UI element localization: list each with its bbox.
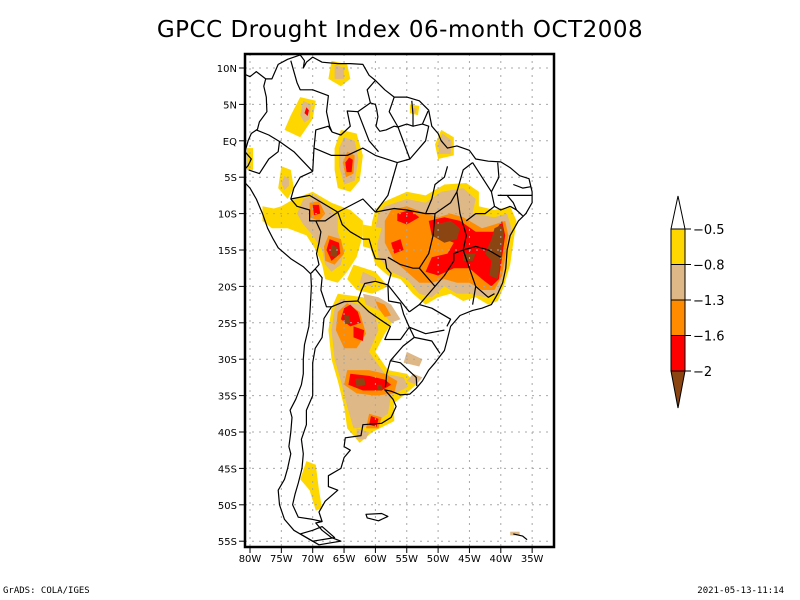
- lon-tick-label: 50W: [427, 554, 450, 565]
- colorbar-top-arrow: [671, 196, 685, 229]
- lon-tick-label: 80W: [239, 554, 262, 565]
- colorbar-segment: [671, 336, 685, 372]
- colorbar-label: −1.6: [693, 330, 725, 345]
- lon-tick-label: 55W: [395, 554, 418, 565]
- lon-tick-label: 60W: [364, 554, 387, 565]
- colorbar-segment: [671, 265, 685, 301]
- timestamp: 2021-05-13-11:14: [697, 586, 784, 596]
- lat-tick-label: 10S: [218, 210, 237, 221]
- lon-tick-label: 45W: [458, 554, 481, 565]
- lat-tick-label: 55S: [218, 537, 237, 548]
- lat-tick-label: 5N: [223, 100, 237, 111]
- lat-tick-label: 45S: [218, 464, 237, 475]
- lon-tick-label: 35W: [521, 554, 544, 565]
- lon-tick-label: 40W: [489, 554, 512, 565]
- lat-tick-label: 35S: [218, 392, 237, 403]
- colorbar-label: −1.3: [693, 294, 725, 309]
- colorbar-segment: [671, 300, 685, 336]
- colorbar-label: −0.8: [693, 259, 725, 274]
- lon-tick-label: 70W: [301, 554, 324, 565]
- grads-credit: GrADS: COLA/IGES: [3, 586, 90, 596]
- lat-tick-label: 20S: [218, 282, 237, 293]
- colorbar-label: −2: [693, 365, 712, 380]
- lat-tick-label: 30S: [218, 355, 237, 366]
- lat-tick-label: EQ: [223, 137, 237, 148]
- lat-tick-label: 40S: [218, 428, 237, 439]
- lat-tick-label: 10N: [217, 64, 237, 75]
- lon-tick-label: 75W: [270, 554, 293, 565]
- colorbar-segment: [671, 229, 685, 265]
- colorbar-label: −0.5: [693, 223, 725, 238]
- lat-tick-label: 50S: [218, 501, 237, 512]
- lat-tick-label: 5S: [224, 173, 237, 184]
- lon-tick-label: 65W: [333, 554, 356, 565]
- lat-tick-label: 25S: [218, 319, 237, 330]
- lat-tick-label: 15S: [218, 246, 237, 257]
- map-plot: 10N 5N EQ 5S 10S 15S 20S 25S 30S 35S 40S 45S 50S 55S8…: [0, 0, 800, 600]
- colorbar-legend: −0.5 −0.8 −1.3 −1.6 −2: [671, 196, 725, 408]
- colorbar-bottom-arrow: [671, 371, 685, 408]
